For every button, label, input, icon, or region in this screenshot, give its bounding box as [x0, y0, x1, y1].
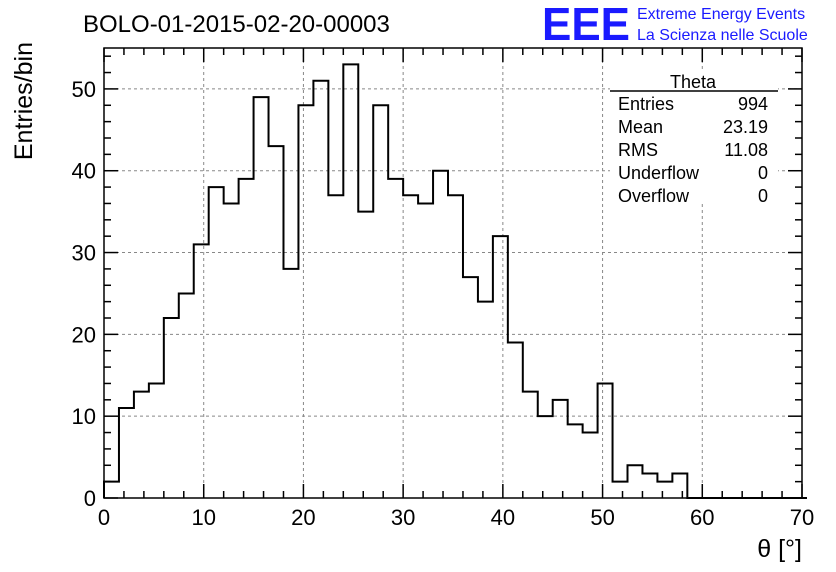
x-axis-label: θ [°] [757, 535, 802, 563]
x-tick-label: 70 [790, 505, 814, 530]
y-tick-labels: 0 10 20 30 40 50 [72, 77, 96, 511]
stats-row-value: 994 [738, 94, 768, 114]
chart-title: BOLO-01-2015-02-20-00003 [83, 11, 390, 38]
stats-row-value: 23.19 [723, 117, 768, 137]
y-axis-label: Entries/bin [10, 42, 38, 160]
y-tick-label: 20 [72, 322, 96, 347]
plot-frame [103, 47, 803, 499]
stats-row-label: Overflow [618, 186, 690, 206]
x-tick-label: 50 [590, 505, 614, 530]
y-tick-label: 10 [72, 404, 96, 429]
x-tick-label: 20 [291, 505, 315, 530]
x-tick-labels: 0 10 20 30 40 50 60 70 [98, 505, 814, 530]
eee-logo: EEE Extreme Energy Events La Scienza nel… [542, 0, 808, 50]
stats-box: Theta Entries 994 Mean 23.19 RMS 11.08 Underfl… [610, 72, 778, 206]
x-tick-label: 40 [491, 505, 515, 530]
x-tick-label: 60 [690, 505, 714, 530]
stats-row-value: 0 [758, 163, 768, 183]
x-tick-label: 0 [98, 505, 110, 530]
logo-mark: EEE [542, 0, 630, 50]
x-tick-label: 10 [191, 505, 215, 530]
logo-line-1: Extreme Energy Events [637, 6, 805, 23]
stats-row-label: Entries [618, 94, 674, 114]
y-tick-label: 40 [72, 159, 96, 184]
stats-row-value: 0 [758, 186, 768, 206]
logo-line-2: La Scienza nelle Scuole [637, 27, 808, 44]
axis-ticks [103, 48, 803, 499]
y-tick-label: 0 [84, 486, 96, 511]
stats-row-value: 11.08 [724, 140, 768, 160]
stats-title: Theta [670, 72, 717, 92]
stats-rows: Entries 994 Mean 23.19 RMS 11.08 Underflow 0 Ove… [618, 94, 768, 206]
histogram-outline [103, 63, 807, 499]
stats-row-label: Underflow [618, 163, 700, 183]
stats-row-label: Mean [618, 117, 663, 137]
x-tick-label: 30 [391, 505, 415, 530]
y-tick-label: 30 [72, 241, 96, 266]
y-tick-label: 50 [72, 77, 96, 102]
stats-row-label: RMS [618, 140, 658, 160]
